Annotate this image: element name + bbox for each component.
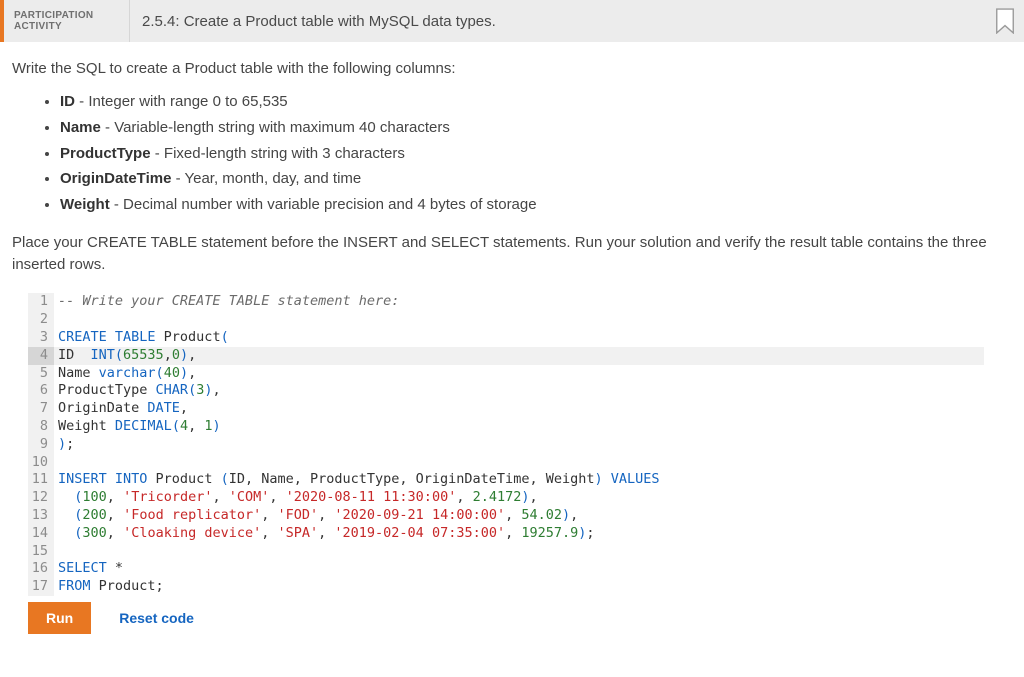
- header-label-2: ACTIVITY: [14, 21, 119, 32]
- spec-item: ID - Integer with range 0 to 65,535: [60, 91, 1012, 113]
- code-editor[interactable]: 1-- Write your CREATE TABLE statement he…: [28, 293, 984, 596]
- spec-name: ID: [60, 93, 75, 110]
- line-number: 6: [28, 382, 54, 400]
- code-text[interactable]: (200, 'Food replicator', 'FOD', '2020-09…: [54, 507, 984, 525]
- code-text[interactable]: Name varchar(40),: [54, 365, 984, 383]
- line-number: 14: [28, 525, 54, 543]
- line-number: 11: [28, 471, 54, 489]
- spec-name: OriginDateTime: [60, 170, 171, 187]
- instruction-text: Write the SQL to create a Product table …: [12, 60, 1012, 77]
- activity-type-label: PARTICIPATION ACTIVITY: [4, 0, 130, 42]
- line-number: 3: [28, 329, 54, 347]
- note-text: Place your CREATE TABLE statement before…: [12, 232, 1012, 276]
- line-number: 17: [28, 578, 54, 596]
- code-line[interactable]: 16SELECT *: [28, 560, 984, 578]
- reset-code-link[interactable]: Reset code: [119, 610, 194, 626]
- spec-desc: - Year, month, day, and time: [171, 170, 361, 187]
- code-text[interactable]: (300, 'Cloaking device', 'SPA', '2019-02…: [54, 525, 984, 543]
- line-number: 13: [28, 507, 54, 525]
- code-line[interactable]: 2: [28, 311, 984, 329]
- spec-desc: - Fixed-length string with 3 characters: [151, 145, 405, 162]
- button-row: Run Reset code: [28, 602, 1012, 634]
- code-text[interactable]: [54, 311, 984, 329]
- code-text[interactable]: FROM Product;: [54, 578, 984, 596]
- code-line[interactable]: 13 (200, 'Food replicator', 'FOD', '2020…: [28, 507, 984, 525]
- code-line[interactable]: 11INSERT INTO Product (ID, Name, Product…: [28, 471, 984, 489]
- activity-content: Write the SQL to create a Product table …: [0, 42, 1024, 644]
- code-line[interactable]: 8Weight DECIMAL(4, 1): [28, 418, 984, 436]
- code-text[interactable]: INSERT INTO Product (ID, Name, ProductTy…: [54, 471, 984, 489]
- spec-desc: - Integer with range 0 to 65,535: [75, 93, 288, 110]
- code-text[interactable]: CREATE TABLE Product(: [54, 329, 984, 347]
- code-line[interactable]: 12 (100, 'Tricorder', 'COM', '2020-08-11…: [28, 489, 984, 507]
- code-line[interactable]: 17FROM Product;: [28, 578, 984, 596]
- line-number: 12: [28, 489, 54, 507]
- spec-desc: - Variable-length string with maximum 40…: [101, 119, 450, 136]
- line-number: 9: [28, 436, 54, 454]
- code-text[interactable]: [54, 543, 984, 561]
- code-line[interactable]: 1-- Write your CREATE TABLE statement he…: [28, 293, 984, 311]
- activity-header: PARTICIPATION ACTIVITY 2.5.4: Create a P…: [0, 0, 1024, 42]
- code-text[interactable]: -- Write your CREATE TABLE statement her…: [54, 293, 984, 311]
- header-label-1: PARTICIPATION: [14, 10, 119, 21]
- spec-item: Name - Variable-length string with maxim…: [60, 117, 1012, 139]
- code-text[interactable]: SELECT *: [54, 560, 984, 578]
- run-button[interactable]: Run: [28, 602, 91, 634]
- code-line[interactable]: 14 (300, 'Cloaking device', 'SPA', '2019…: [28, 525, 984, 543]
- line-number: 5: [28, 365, 54, 383]
- code-text[interactable]: ProductType CHAR(3),: [54, 382, 984, 400]
- code-text[interactable]: (100, 'Tricorder', 'COM', '2020-08-11 11…: [54, 489, 984, 507]
- code-line[interactable]: 6ProductType CHAR(3),: [28, 382, 984, 400]
- code-text[interactable]: ID INT(65535,0),: [54, 347, 984, 365]
- line-number: 4: [28, 347, 54, 365]
- spec-item: Weight - Decimal number with variable pr…: [60, 194, 1012, 216]
- code-text[interactable]: );: [54, 436, 984, 454]
- code-line[interactable]: 7OriginDate DATE,: [28, 400, 984, 418]
- activity-title: 2.5.4: Create a Product table with MySQL…: [130, 0, 986, 42]
- code-line[interactable]: 15: [28, 543, 984, 561]
- spec-desc: - Decimal number with variable precision…: [110, 196, 537, 213]
- spec-name: Weight: [60, 196, 110, 213]
- line-number: 2: [28, 311, 54, 329]
- spec-item: ProductType - Fixed-length string with 3…: [60, 143, 1012, 165]
- code-line[interactable]: 3CREATE TABLE Product(: [28, 329, 984, 347]
- code-text[interactable]: Weight DECIMAL(4, 1): [54, 418, 984, 436]
- line-number: 7: [28, 400, 54, 418]
- spec-name: ProductType: [60, 145, 151, 162]
- column-spec-list: ID - Integer with range 0 to 65,535 Name …: [12, 91, 1012, 216]
- code-line[interactable]: 5Name varchar(40),: [28, 365, 984, 383]
- code-line[interactable]: 9);: [28, 436, 984, 454]
- code-text[interactable]: OriginDate DATE,: [54, 400, 984, 418]
- line-number: 15: [28, 543, 54, 561]
- line-number: 1: [28, 293, 54, 311]
- line-number: 16: [28, 560, 54, 578]
- bookmark-icon: [994, 8, 1016, 34]
- spec-name: Name: [60, 119, 101, 136]
- code-line[interactable]: 4ID INT(65535,0),: [28, 347, 984, 365]
- code-text[interactable]: [54, 454, 984, 472]
- code-line[interactable]: 10: [28, 454, 984, 472]
- bookmark-button[interactable]: [986, 0, 1024, 42]
- spec-item: OriginDateTime - Year, month, day, and t…: [60, 168, 1012, 190]
- line-number: 8: [28, 418, 54, 436]
- line-number: 10: [28, 454, 54, 472]
